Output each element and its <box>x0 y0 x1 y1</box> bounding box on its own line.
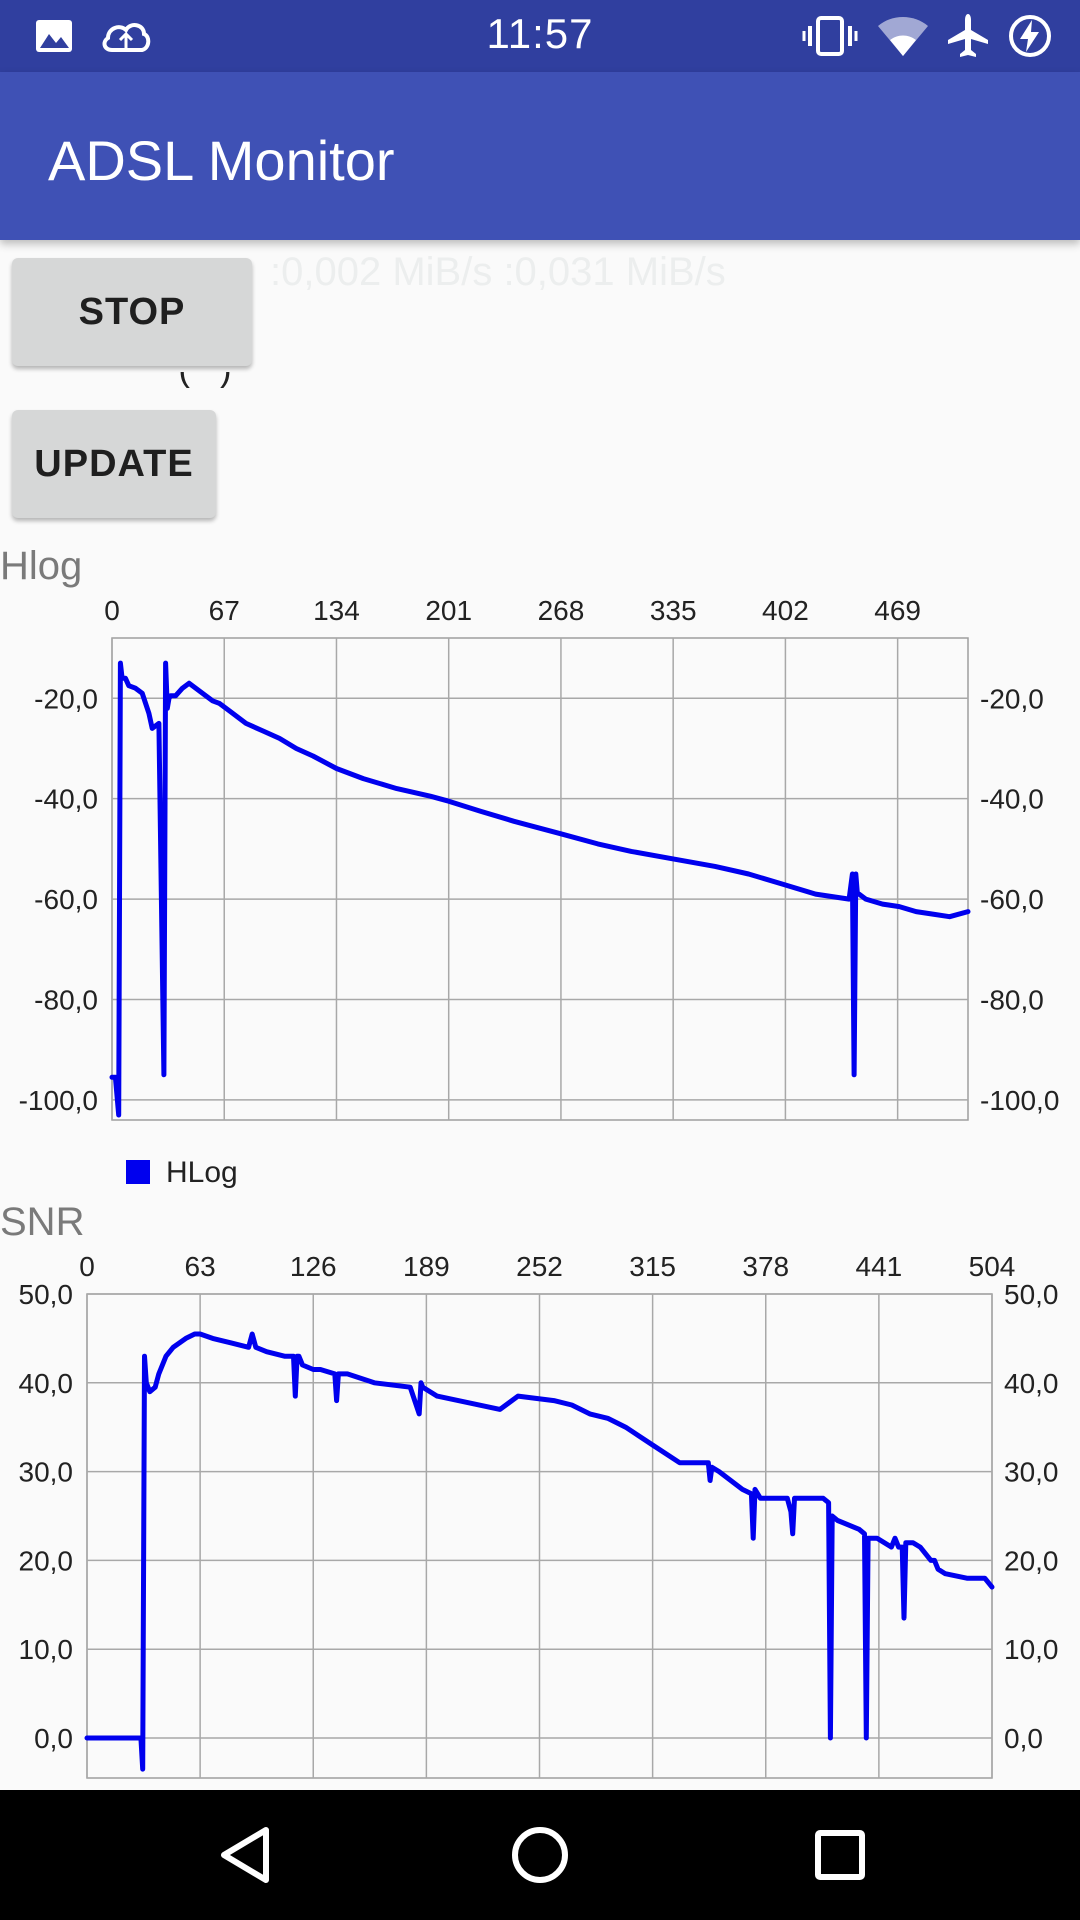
status-time: 11:57 <box>486 10 594 57</box>
snr-y-tick-label-right: 30,0 <box>1004 1457 1059 1488</box>
hlog-x-tick-label: 0 <box>104 595 120 626</box>
snr-y-tick-label-left: 10,0 <box>19 1634 74 1665</box>
snr-y-tick-label-left: 50,0 <box>19 1279 74 1310</box>
snr-x-tick-label: 189 <box>403 1251 450 1282</box>
snr-y-tick-label-left: 40,0 <box>19 1368 74 1399</box>
snr-y-tick-label-left: 0,0 <box>34 1723 73 1754</box>
hlog-chart-title: Hlog <box>0 544 83 588</box>
transfer-rates-text: :0,002 MiB/s :0,031 MiB/s <box>270 250 726 294</box>
snr-y-tick-label-left: 20,0 <box>19 1545 74 1576</box>
snr-y-tick-label-right: 10,0 <box>1004 1634 1059 1665</box>
hlog-x-tick-label: 201 <box>425 595 472 626</box>
hlog-y-tick-label-left: -20,0 <box>34 683 98 714</box>
hlog-x-tick-label: 402 <box>762 595 809 626</box>
hlog-x-tick-label: 67 <box>209 595 240 626</box>
hlog-y-tick-label-left: -100,0 <box>19 1085 98 1116</box>
clipped-status-label: ᐧ ᐧ ( ᐧ ) <box>140 372 232 388</box>
hlog-y-tick-label-left: -60,0 <box>34 884 98 915</box>
app-bar: ADSL Monitor <box>0 72 1080 240</box>
snr-x-tick-label: 126 <box>290 1251 337 1282</box>
vibrate-icon <box>802 16 858 56</box>
snr-x-tick-label: 315 <box>629 1251 676 1282</box>
hlog-y-tick-label-right: -20,0 <box>980 683 1044 714</box>
snr-series-line <box>84 1331 995 1772</box>
legend-swatch <box>126 1160 150 1184</box>
snr-x-tick-label: 378 <box>742 1251 789 1282</box>
snr-x-tick-label: 504 <box>969 1251 1016 1282</box>
battery-charging-icon <box>1009 15 1051 57</box>
airplane-mode-icon <box>948 14 988 57</box>
stop-button[interactable]: STOP <box>12 258 252 366</box>
hlog-y-tick-label-left: -40,0 <box>34 784 98 815</box>
hlog-chart: 0 67 134 201 268 335 402 469 -20,0 -20,0 -40,0 -40,… <box>19 595 1059 1121</box>
hlog-y-tick-label-left: -80,0 <box>34 985 98 1016</box>
hlog-series-line <box>109 660 971 1118</box>
snr-x-tick-label: 252 <box>516 1251 563 1282</box>
snr-x-tick-label: 63 <box>185 1251 216 1282</box>
hlog-x-tick-label: 335 <box>650 595 697 626</box>
hlog-x-tick-label: 469 <box>874 595 921 626</box>
wifi-icon <box>878 17 928 56</box>
snr-y-tick-label-right: 0,0 <box>1004 1723 1043 1754</box>
snr-y-tick-label-right: 20,0 <box>1004 1545 1059 1576</box>
hlog-x-tick-label: 134 <box>313 595 360 626</box>
hlog-y-tick-label-right: -60,0 <box>980 884 1044 915</box>
hlog-y-tick-label-right: -80,0 <box>980 985 1044 1016</box>
hlog-x-tick-label: 268 <box>538 595 585 626</box>
navigation-bar <box>0 1790 1080 1920</box>
back-icon[interactable] <box>210 1820 280 1890</box>
snr-chart-title: SNR <box>0 1200 85 1244</box>
hlog-y-tick-label-right: -100,0 <box>980 1085 1059 1116</box>
app-title: ADSL Monitor <box>48 129 395 192</box>
cloud-sync-icon <box>102 23 151 52</box>
legend-label: HLog <box>166 1156 238 1189</box>
snr-y-tick-label-right: 40,0 <box>1004 1368 1059 1399</box>
snr-x-tick-label: 0 <box>79 1251 95 1282</box>
hlog-plot-frame <box>111 637 969 1121</box>
hlog-y-tick-label-right: -40,0 <box>980 784 1044 815</box>
home-icon[interactable] <box>505 1820 575 1890</box>
update-button[interactable]: UPDATE <box>12 410 216 518</box>
snr-y-tick-label-right: 50,0 <box>1004 1279 1059 1310</box>
snr-y-tick-label-left: 30,0 <box>19 1457 74 1488</box>
status-bar: 11:57 <box>0 0 1080 72</box>
image-icon <box>36 20 72 52</box>
snr-x-tick-label: 441 <box>856 1251 903 1282</box>
clipped-status-text: ᐧ ᐧ ( ᐧ ) <box>140 372 460 388</box>
recents-icon[interactable] <box>805 1820 875 1890</box>
